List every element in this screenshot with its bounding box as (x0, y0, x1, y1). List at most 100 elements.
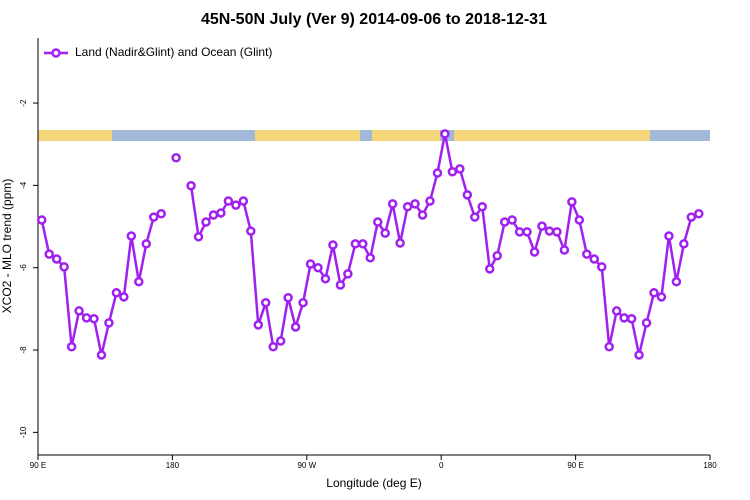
data-point (634, 350, 644, 360)
data-point (372, 217, 383, 227)
data-point (477, 202, 488, 212)
y-tick-label: -10 (19, 426, 28, 438)
data-point (201, 217, 211, 227)
data-point (447, 167, 458, 177)
data-point (350, 239, 361, 249)
land-band (38, 130, 710, 141)
data-point (529, 247, 540, 257)
y-tick-label: -2 (19, 99, 28, 107)
x-tick-label: 90 E (30, 461, 46, 470)
data-point (66, 341, 77, 352)
data-point (686, 212, 697, 222)
data-point (328, 240, 338, 250)
data-point (619, 313, 629, 323)
data-point (552, 227, 562, 237)
data-point (604, 341, 614, 352)
data-point (74, 306, 84, 316)
map-strip (38, 130, 710, 141)
data-point (290, 322, 301, 332)
y-tick-label: -4 (19, 181, 28, 189)
data-point (694, 209, 704, 219)
data-point (522, 227, 532, 237)
data-point (260, 297, 271, 308)
data-point (119, 292, 129, 302)
data-point (141, 239, 152, 249)
data-point (104, 318, 114, 328)
data-point (171, 153, 181, 163)
data-point (253, 320, 264, 330)
data-point (492, 251, 502, 261)
data-point (484, 264, 495, 274)
data-point (671, 276, 682, 287)
data-point (216, 208, 226, 218)
data-point (440, 129, 450, 139)
data-point (223, 196, 234, 206)
data-point (462, 190, 473, 200)
data-point (402, 202, 413, 212)
data-point (186, 181, 196, 191)
data-point (455, 164, 465, 174)
data-point (626, 313, 637, 324)
data-point (649, 288, 659, 298)
data-point (96, 350, 107, 360)
data-point (410, 199, 420, 209)
data-point (231, 200, 241, 210)
data-point (89, 313, 99, 324)
data-point (574, 215, 585, 225)
data-point (470, 212, 480, 222)
data-point (596, 262, 607, 272)
data-point (305, 259, 316, 269)
data-point (589, 254, 600, 264)
data-point (664, 231, 674, 241)
data-point (544, 226, 555, 236)
ocean-band (650, 130, 710, 141)
data-point (365, 253, 376, 263)
data-point (193, 232, 204, 242)
ocean-band (360, 130, 372, 141)
data-point (582, 249, 592, 259)
x-axis-label: Longitude (deg E) (326, 476, 421, 490)
data-point (208, 210, 219, 220)
data-point (514, 227, 525, 237)
data-point (134, 276, 144, 287)
data-point (313, 262, 323, 273)
data-point (417, 210, 428, 220)
data-point (499, 217, 510, 227)
series-line (40, 133, 700, 356)
x-tick-label: 90 W (297, 461, 316, 470)
data-point (611, 306, 622, 316)
data-point (268, 341, 278, 352)
data-point (44, 249, 54, 259)
data-point (387, 199, 398, 209)
x-tick-label: 180 (703, 461, 717, 470)
data-point (432, 168, 443, 178)
data-point (537, 221, 547, 231)
data-point (156, 209, 166, 219)
data-point (36, 215, 47, 225)
y-axis-label: XCO2 - MLO trend (ppm) (0, 179, 14, 314)
data-point (298, 297, 308, 308)
data-point (507, 215, 517, 225)
data-point (283, 293, 293, 303)
data-point (425, 196, 435, 206)
data-point (656, 292, 667, 302)
x-tick-label: 90 E (567, 461, 583, 470)
data-point (238, 196, 249, 206)
legend-label: Land (Nadir&Glint) and Ocean (Glint) (75, 45, 272, 59)
ocean-band (112, 130, 255, 141)
data-point (559, 245, 570, 255)
x-tick-label: 180 (166, 461, 180, 470)
data-point (679, 239, 689, 249)
data-point (320, 274, 331, 284)
data-point (335, 280, 346, 290)
data-point (148, 212, 159, 222)
data-point (343, 269, 353, 279)
y-tick-label: -8 (19, 346, 28, 354)
data-point (380, 228, 390, 238)
data-point (567, 197, 577, 207)
data-point (641, 318, 652, 328)
data-point (246, 226, 256, 236)
legend-marker (51, 48, 61, 58)
chart-title: 45N-50N July (Ver 9) 2014-09-06 to 2018-… (201, 11, 547, 28)
